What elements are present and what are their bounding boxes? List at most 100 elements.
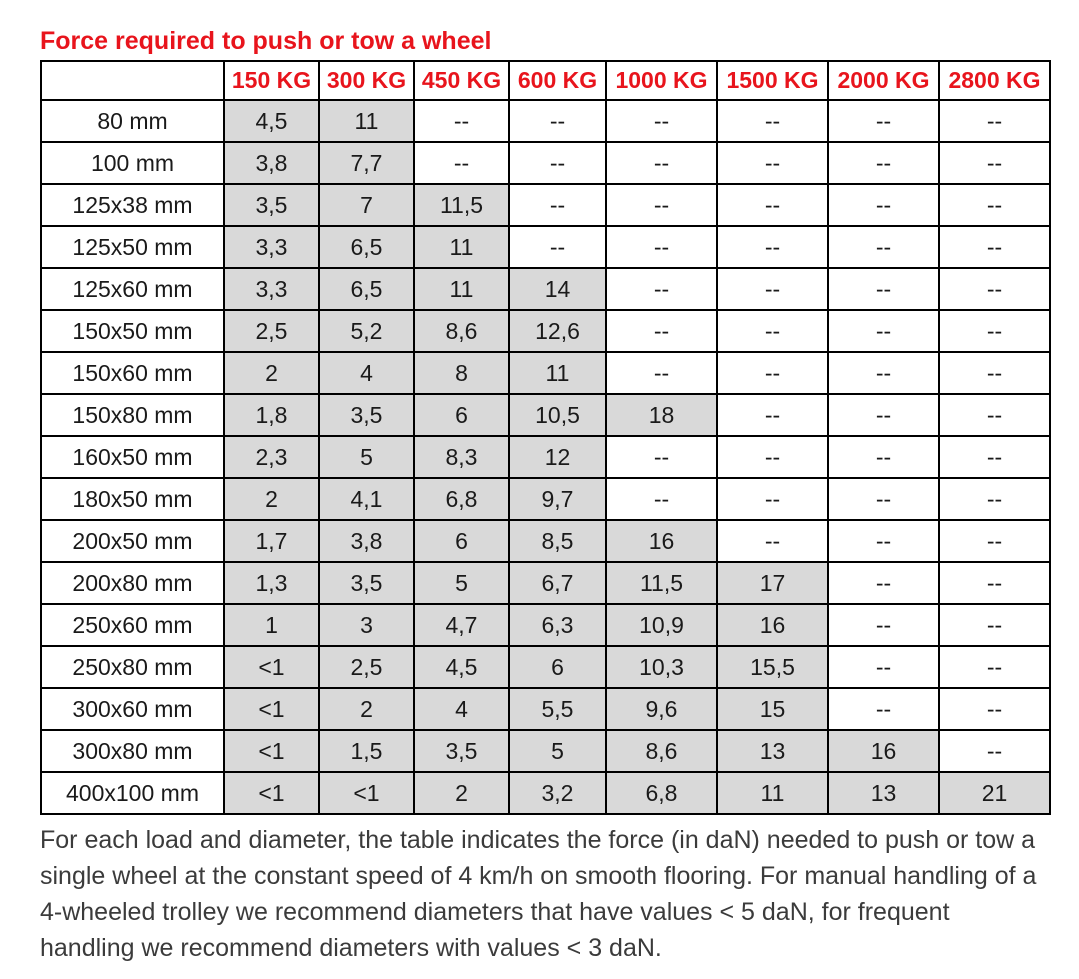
table-row: 400x100 mm <1 <1 2 3,2 6,8 11 13 21 bbox=[40, 771, 1051, 815]
table-cell: 11,5 bbox=[605, 561, 718, 605]
table-cell: <1 bbox=[318, 771, 415, 815]
table-cell: -- bbox=[938, 519, 1051, 563]
row-header: 125x38 mm bbox=[40, 183, 225, 227]
table-cell: 18 bbox=[605, 393, 718, 437]
table-cell: 9,7 bbox=[508, 477, 607, 521]
table-cell: <1 bbox=[223, 645, 320, 689]
table-cell: -- bbox=[827, 561, 940, 605]
table-cell: -- bbox=[716, 183, 829, 227]
table-cell: 3,3 bbox=[223, 267, 320, 311]
table-cell: -- bbox=[605, 309, 718, 353]
table-cell: -- bbox=[716, 519, 829, 563]
table-cell: -- bbox=[938, 183, 1051, 227]
table-cell: 2,5 bbox=[223, 309, 320, 353]
table-cell: 10,3 bbox=[605, 645, 718, 689]
row-header: 200x80 mm bbox=[40, 561, 225, 605]
table-cell: -- bbox=[605, 435, 718, 479]
table-cell: 10,5 bbox=[508, 393, 607, 437]
table-cell: -- bbox=[938, 267, 1051, 311]
table-cell: -- bbox=[938, 141, 1051, 185]
row-header: 150x80 mm bbox=[40, 393, 225, 437]
table-cell: 17 bbox=[716, 561, 829, 605]
table-cell: -- bbox=[508, 141, 607, 185]
table-cell: -- bbox=[827, 519, 940, 563]
table-row: 300x60 mm <1 2 4 5,5 9,6 15 -- -- bbox=[40, 687, 1051, 731]
table-cell: 16 bbox=[827, 729, 940, 773]
table-cell: 1,7 bbox=[223, 519, 320, 563]
table-cell: 1,5 bbox=[318, 729, 415, 773]
table-cell: 11 bbox=[413, 267, 510, 311]
table-cell: -- bbox=[716, 477, 829, 521]
table-cell: -- bbox=[827, 603, 940, 647]
table-cell: -- bbox=[605, 267, 718, 311]
table-row: 125x60 mm 3,3 6,5 11 14 -- -- -- -- bbox=[40, 267, 1051, 311]
table-cell: 16 bbox=[605, 519, 718, 563]
table-cell: -- bbox=[605, 141, 718, 185]
table-row: 200x80 mm 1,3 3,5 5 6,7 11,5 17 -- -- bbox=[40, 561, 1051, 605]
table-cell: 2,3 bbox=[223, 435, 320, 479]
table-row: 250x60 mm 1 3 4,7 6,3 10,9 16 -- -- bbox=[40, 603, 1051, 647]
table-cell: 9,6 bbox=[605, 687, 718, 731]
table-row: 150x50 mm 2,5 5,2 8,6 12,6 -- -- -- -- bbox=[40, 309, 1051, 353]
table-cell: 7 bbox=[318, 183, 415, 227]
table-cell: 13 bbox=[716, 729, 829, 773]
table-cell: 2,5 bbox=[318, 645, 415, 689]
table-cell: -- bbox=[827, 141, 940, 185]
table-cell: -- bbox=[508, 99, 607, 143]
table-cell: -- bbox=[827, 687, 940, 731]
table-cell: 2 bbox=[223, 351, 320, 395]
table-cell: -- bbox=[827, 393, 940, 437]
table-cell: 15 bbox=[716, 687, 829, 731]
column-header: 2000 KG bbox=[827, 60, 940, 101]
table-cell: -- bbox=[938, 225, 1051, 269]
table-cell: 10,9 bbox=[605, 603, 718, 647]
row-header: 80 mm bbox=[40, 99, 225, 143]
table-row: 160x50 mm 2,3 5 8,3 12 -- -- -- -- bbox=[40, 435, 1051, 479]
table-cell: 4,7 bbox=[413, 603, 510, 647]
column-header: 1000 KG bbox=[605, 60, 718, 101]
table-cell: -- bbox=[827, 309, 940, 353]
table-cell: 3,2 bbox=[508, 771, 607, 815]
table-header-row: 150 KG 300 KG 450 KG 600 KG 1000 KG 1500 KG 20… bbox=[40, 60, 1051, 101]
table-cell: -- bbox=[413, 99, 510, 143]
row-header: 300x80 mm bbox=[40, 729, 225, 773]
column-header: 2800 KG bbox=[938, 60, 1051, 101]
table-cell: -- bbox=[508, 225, 607, 269]
table-cell: 16 bbox=[716, 603, 829, 647]
column-header: 1500 KG bbox=[716, 60, 829, 101]
table-cell: 6 bbox=[413, 519, 510, 563]
table-cell: -- bbox=[938, 99, 1051, 143]
row-header: 300x60 mm bbox=[40, 687, 225, 731]
table-cell: 6,5 bbox=[318, 225, 415, 269]
table-row: 125x38 mm 3,5 7 11,5 -- -- -- -- -- bbox=[40, 183, 1051, 227]
row-header: 150x50 mm bbox=[40, 309, 225, 353]
table-cell: 8,6 bbox=[605, 729, 718, 773]
table-row: 180x50 mm 2 4,1 6,8 9,7 -- -- -- -- bbox=[40, 477, 1051, 521]
table-cell: <1 bbox=[223, 771, 320, 815]
table-cell: 5 bbox=[413, 561, 510, 605]
table-row: 100 mm 3,8 7,7 -- -- -- -- -- -- bbox=[40, 141, 1051, 185]
table-cell: -- bbox=[938, 435, 1051, 479]
page-title: Force required to push or tow a wheel bbox=[40, 27, 492, 55]
table-cell: -- bbox=[716, 435, 829, 479]
table-cell: 6,8 bbox=[605, 771, 718, 815]
row-header: 250x60 mm bbox=[40, 603, 225, 647]
table-cell: -- bbox=[605, 99, 718, 143]
table-cell: 2 bbox=[223, 477, 320, 521]
table-cell: -- bbox=[938, 477, 1051, 521]
table-cell: -- bbox=[938, 603, 1051, 647]
table-cell: -- bbox=[938, 309, 1051, 353]
row-header: 125x60 mm bbox=[40, 267, 225, 311]
table-cell: -- bbox=[938, 561, 1051, 605]
table-cell: 4 bbox=[413, 687, 510, 731]
row-header: 400x100 mm bbox=[40, 771, 225, 815]
table-row: 250x80 mm <1 2,5 4,5 6 10,3 15,5 -- -- bbox=[40, 645, 1051, 689]
table-cell: 11 bbox=[508, 351, 607, 395]
table-cell: -- bbox=[605, 351, 718, 395]
row-header: 125x50 mm bbox=[40, 225, 225, 269]
table-cell: 5 bbox=[318, 435, 415, 479]
table-cell: -- bbox=[938, 729, 1051, 773]
table-cell: 4,5 bbox=[223, 99, 320, 143]
table-row: 150x60 mm 2 4 8 11 -- -- -- -- bbox=[40, 351, 1051, 395]
